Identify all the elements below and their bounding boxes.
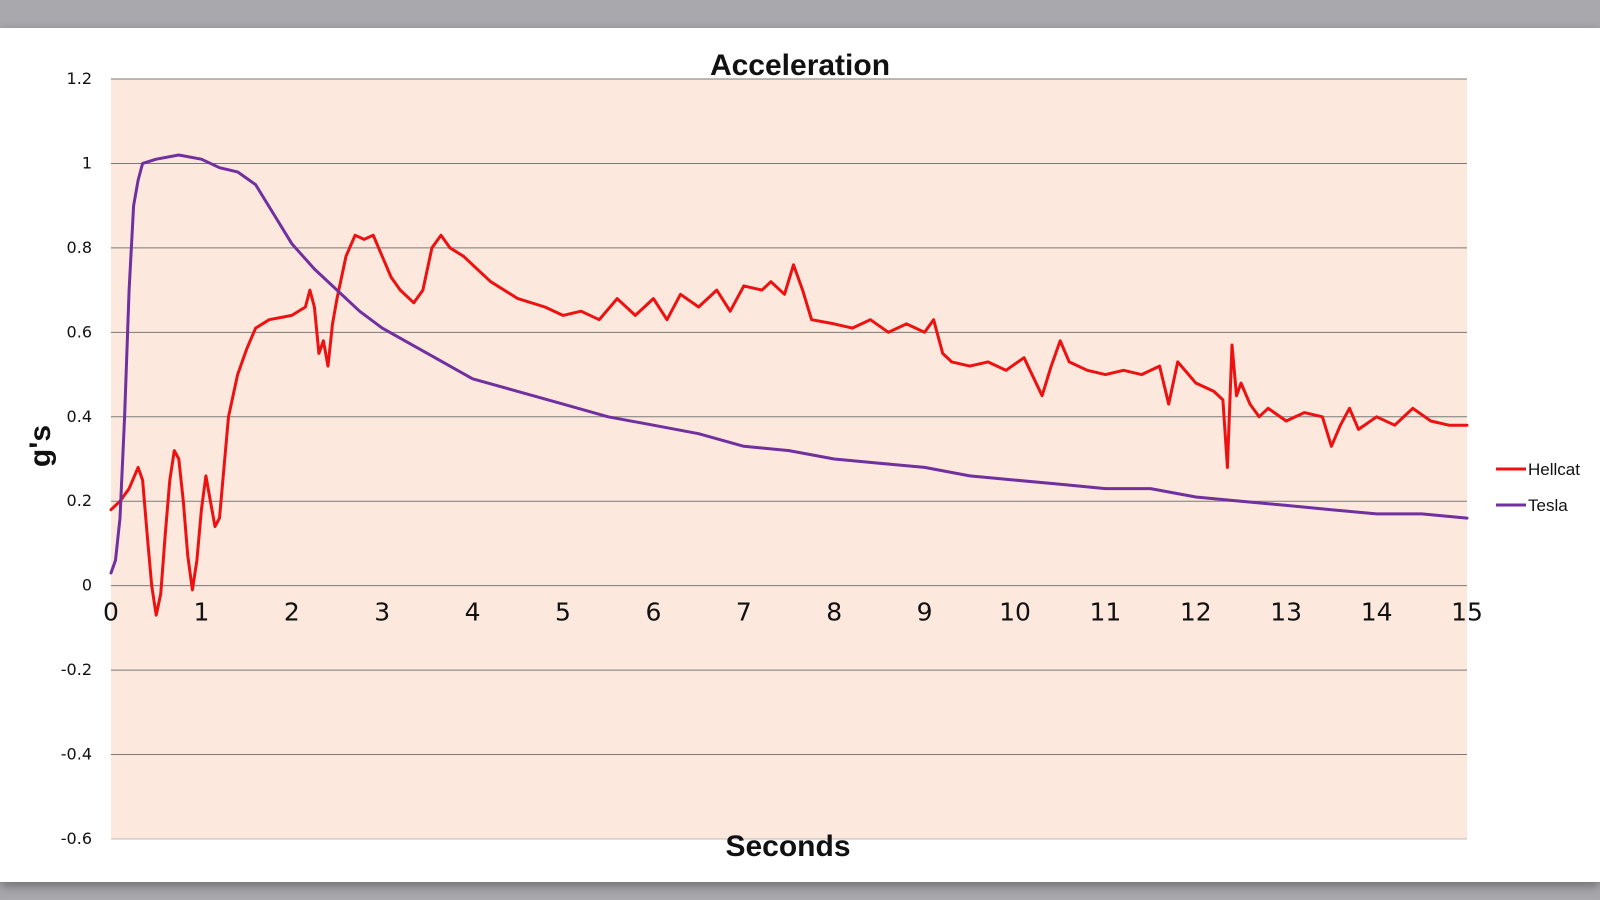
legend: Hellcat Tesla: [1496, 460, 1580, 515]
x-tick-label: 11: [1089, 598, 1121, 627]
series-line-tesla: [109, 153, 1469, 575]
y-tick-label: 0.2: [67, 491, 92, 510]
x-tick-label: 12: [1180, 598, 1212, 627]
x-tick-label: 8: [826, 598, 842, 627]
y-tick-label: 0.6: [67, 322, 92, 341]
y-tick-label: -0.2: [61, 660, 92, 679]
y-tick-label: -0.6: [61, 829, 92, 848]
x-tick-label: 6: [645, 598, 661, 627]
y-tick-label: 1.2: [67, 69, 92, 88]
x-tick-label: 0: [103, 598, 119, 627]
y-axis-title: g's: [24, 425, 57, 467]
x-tick-label: 13: [1270, 598, 1302, 627]
x-axis-title: Seconds: [725, 830, 850, 863]
y-tick-labels: 1.2 1 0.8 0.6 0.4 0.2 0 -0.2 -0.4 -0.6: [61, 69, 92, 848]
y-tick-label: -0.4: [61, 745, 92, 764]
x-tick-label: 3: [374, 598, 390, 627]
x-tick-label: 7: [736, 598, 752, 627]
legend-label-hellcat: Hellcat: [1528, 460, 1580, 479]
y-tick-label: 0.4: [67, 407, 92, 426]
plot-area: [111, 79, 1467, 839]
x-tick-label: 9: [917, 598, 933, 627]
x-tick-label: 2: [284, 598, 300, 627]
x-tick-label: 14: [1361, 598, 1393, 627]
series-line-hellcat: [109, 233, 1469, 617]
series-lines: [109, 153, 1469, 617]
chart-title: Acceleration: [710, 49, 890, 82]
legend-label-tesla: Tesla: [1528, 496, 1568, 515]
x-tick-labels: 0 1 2 3 4 5 6 7 8 9 10 11 12 13 14 15: [103, 598, 1483, 627]
x-tick-label: 15: [1451, 598, 1483, 627]
y-tick-label: 0.8: [67, 238, 92, 257]
x-tick-label: 10: [999, 598, 1031, 627]
x-tick-label: 4: [465, 598, 481, 627]
y-tick-label: 0: [82, 576, 92, 595]
y-tick-label: 1: [82, 153, 92, 172]
x-tick-label: 1: [193, 598, 209, 627]
x-tick-label: 5: [555, 598, 571, 627]
gridlines: [111, 78, 1467, 840]
